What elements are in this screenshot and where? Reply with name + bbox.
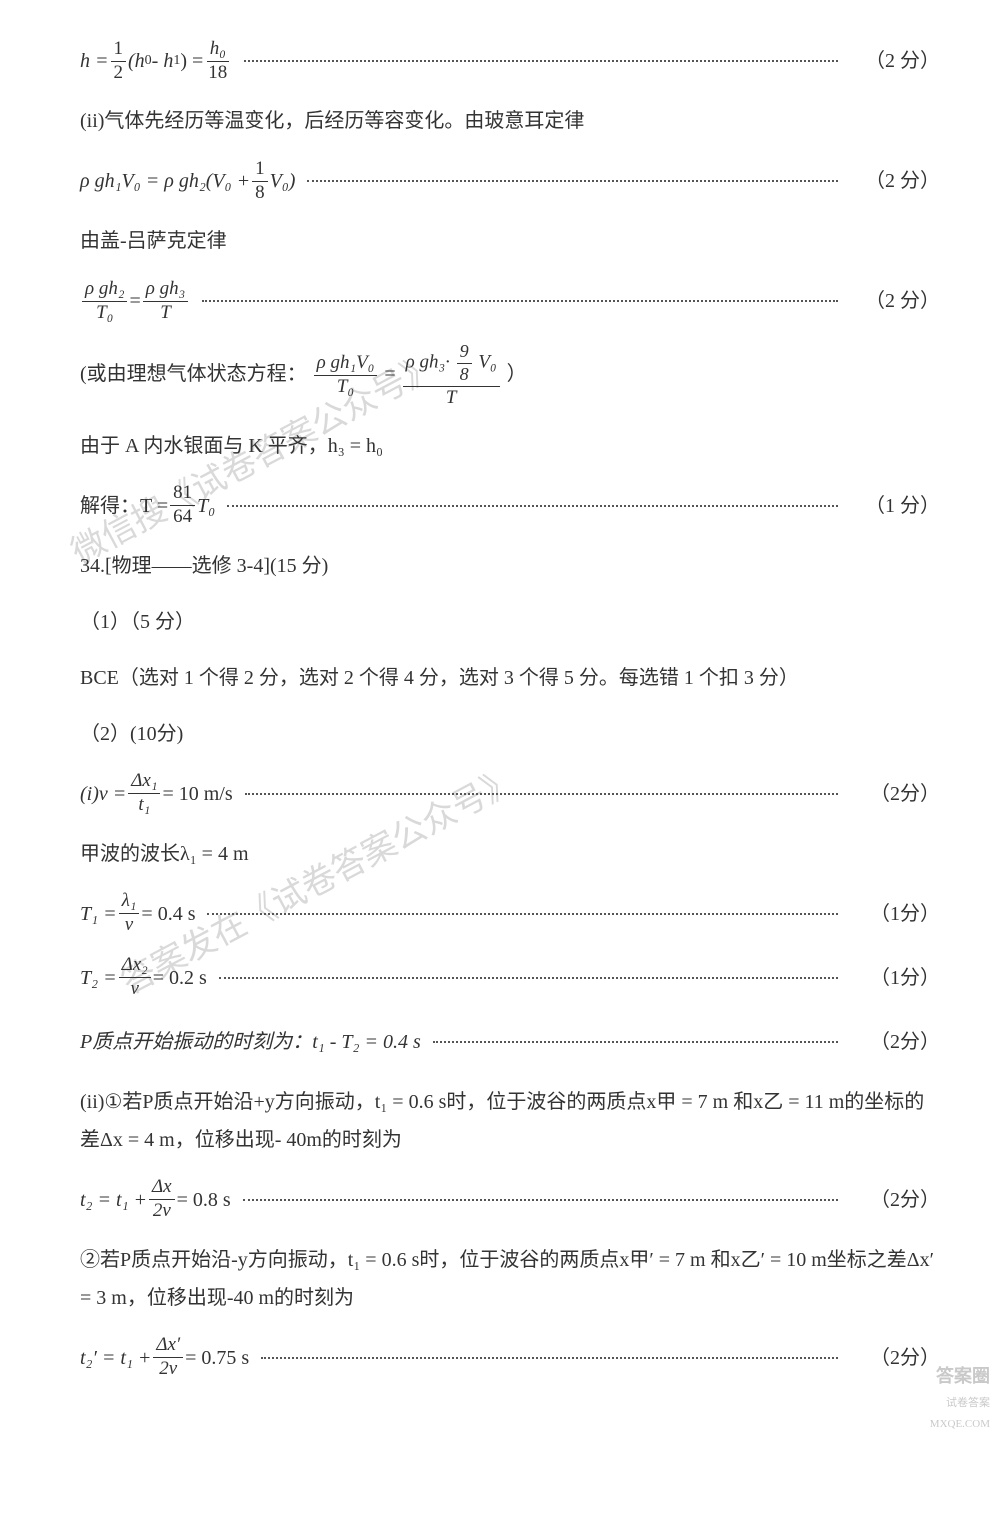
text-line-11: BCE（选对 1 个得 2 分，选对 2 个得 4 分，选对 3 个得 5 分。… (80, 659, 940, 697)
equation-line-16: T₂ = Δx₂v = 0.2 s （1分） (80, 955, 940, 1001)
dots (307, 180, 838, 182)
equation-line-3: ρ gh₁V₀ = ρ gh₂(V₀ + 18 V₀) （2 分） (80, 158, 940, 204)
equation-line-8: 解得：T = 8164 T₀ （1 分） (80, 483, 940, 529)
score: （2分） (850, 1181, 940, 1219)
equation-line-13: (i)v = Δx₁t₁ = 10 m/s （2分） (80, 771, 940, 817)
text-line-14: 甲波的波长λ₁ = 4 m (80, 835, 940, 873)
score: （1 分） (850, 487, 940, 525)
text-line-18: (ii)①若P质点开始沿+y方向振动，t₁ = 0.6 s时，位于波谷的两质点x… (80, 1083, 940, 1159)
score: （2 分） (850, 42, 940, 80)
eq: T₁ = λ₁v = 0.4 s (80, 891, 195, 936)
dots (244, 60, 838, 62)
score: （2分） (850, 775, 940, 813)
dots (433, 1041, 838, 1043)
dots (243, 1199, 838, 1201)
dots (219, 977, 838, 979)
equation-line-17: P质点开始振动的时刻为：t₁ - T₂ = 0.4 s （2分） (80, 1019, 940, 1065)
text-line-4: 由盖-吕萨克定律 (80, 222, 940, 260)
eq: (i)v = Δx₁t₁ = 10 m/s (80, 771, 233, 816)
dots (261, 1357, 838, 1359)
text-line-12: （2）(10分) (80, 715, 940, 753)
eq: ρ gh₂T₀ = ρ gh₃T (80, 279, 190, 324)
equation-line-19: t₂ = t₁ + Δx2v = 0.8 s （2分） (80, 1177, 940, 1223)
eq: t₂′ = t₁ + Δx′2v = 0.75 s (80, 1335, 249, 1380)
eq: P质点开始振动的时刻为：t₁ - T₂ = 0.4 s (80, 1023, 421, 1061)
text-line-20: ②若P质点开始沿-y方向振动，t₁ = 0.6 s时，位于波谷的两质点x甲′ =… (80, 1241, 940, 1317)
text-line-9: 34.[物理——选修 3-4](15 分) (80, 547, 940, 585)
eq: 解得：T = 8164 T₀ (80, 483, 215, 528)
text-line-10: （1）（5 分） (80, 603, 940, 641)
text-line-6: (或由理想气体状态方程： ρ gh₁V₀T₀ = ρ gh₃· 98 V₀ T … (80, 342, 940, 409)
score: （2分） (850, 1339, 940, 1377)
score: （2 分） (850, 282, 940, 320)
equation-line-21: t₂′ = t₁ + Δx′2v = 0.75 s （2分） (80, 1335, 940, 1381)
eq: ρ gh₁V₀ = ρ gh₂(V₀ + 18 V₀) (80, 159, 295, 204)
dots (227, 505, 838, 507)
text-line-2: (ii)气体先经历等温变化，后经历等容变化。由玻意耳定律 (80, 102, 940, 140)
text-line-7: 由于 A 内水银面与 K 平齐，h₃ = h₀ (80, 427, 940, 465)
eq: h = 12 (h0 - h1 ) = h₀18 (80, 39, 232, 84)
equation-line-15: T₁ = λ₁v = 0.4 s （1分） (80, 891, 940, 937)
dots (202, 300, 838, 302)
dots (245, 793, 838, 795)
eq: t₂ = t₁ + Δx2v = 0.8 s (80, 1177, 231, 1222)
content: h = 12 (h0 - h1 ) = h₀18 （2 分） (ii)气体先经历… (80, 38, 940, 1381)
score: （2 分） (850, 162, 940, 200)
score: （2分） (850, 1023, 940, 1061)
dots (207, 913, 838, 915)
score: （1分） (850, 895, 940, 933)
score: （1分） (850, 959, 940, 997)
equation-line-5: ρ gh₂T₀ = ρ gh₃T （2 分） (80, 278, 940, 324)
eq: T₂ = Δx₂v = 0.2 s (80, 955, 207, 1000)
equation-line-1: h = 12 (h0 - h1 ) = h₀18 （2 分） (80, 38, 940, 84)
